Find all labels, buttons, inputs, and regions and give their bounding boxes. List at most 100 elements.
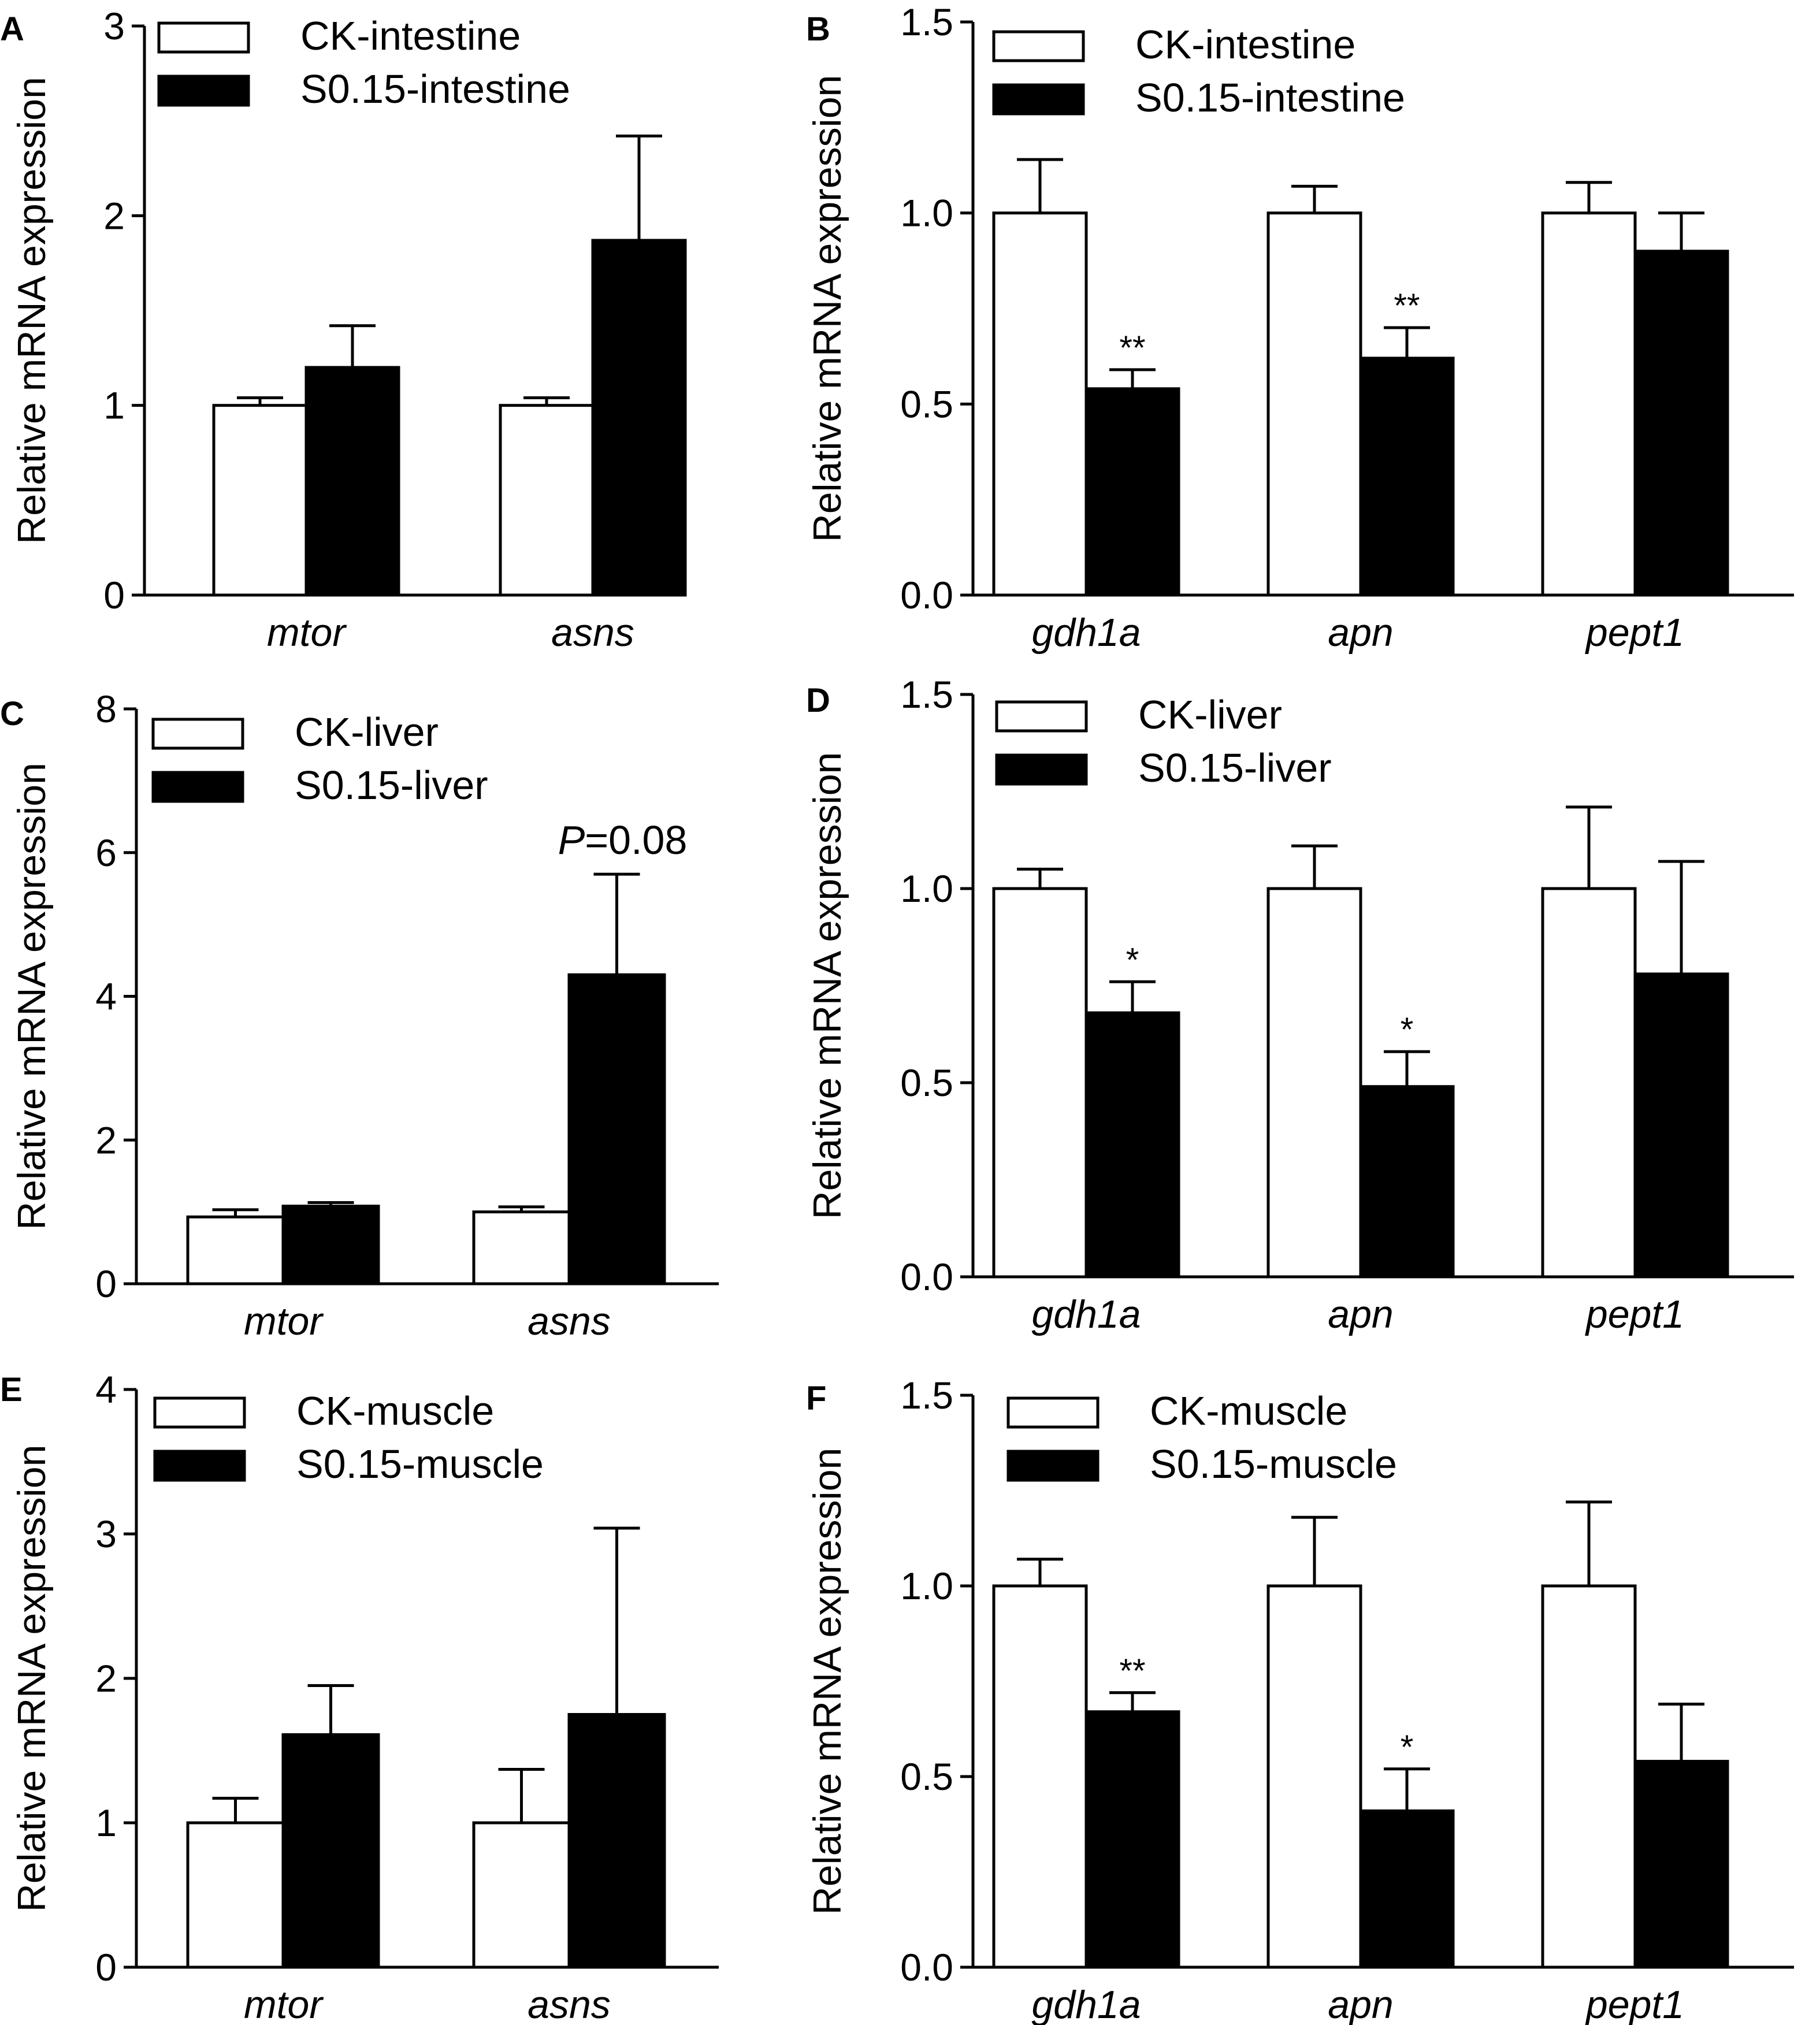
y-tick-label: 1.5 <box>900 1 953 43</box>
significance-marker: * <box>1126 941 1139 979</box>
bar-ck-intestine-pept1 <box>1541 211 1637 597</box>
legend-swatch <box>992 30 1085 62</box>
y-tick-label: 2 <box>103 194 125 237</box>
legend-label: S0.15-intestine <box>300 66 570 112</box>
bar-ck-muscle-pept1 <box>1541 1584 1637 1969</box>
bar-s0-15-liver-apn <box>1359 1085 1455 1279</box>
y-tick-label: 3 <box>103 5 125 47</box>
significance-marker: ** <box>1394 287 1420 325</box>
category-label: gdh1a <box>1031 1292 1141 1336</box>
y-tick-label: 0.0 <box>900 574 953 616</box>
y-tick-label: 0.0 <box>900 1946 953 1989</box>
y-tick-label: 1.0 <box>900 867 953 910</box>
bar-ck-intestine-apn <box>1266 211 1362 597</box>
y-tick-label: 1.0 <box>900 1565 953 1607</box>
bar-s0-15-intestine-mtor <box>304 366 400 597</box>
y-tick-label: 0 <box>95 1262 117 1305</box>
bar-ck-intestine-gdh1a <box>992 211 1088 597</box>
y-tick-label: 0 <box>95 1946 117 1989</box>
significance-marker: * <box>1401 1011 1414 1049</box>
category-label: apn <box>1328 611 1393 655</box>
bar-ck-intestine-asns <box>499 404 595 597</box>
bar-ck-muscle-mtor <box>186 1821 285 1969</box>
chart-panel-a: A 0 1 2 3 Relative mRNA expression mtor asns CK-… <box>0 5 687 655</box>
category-label: gdh1a <box>1031 611 1141 655</box>
bar-ck-liver-gdh1a <box>992 887 1088 1279</box>
bar-ck-liver-asns <box>472 1210 571 1285</box>
legend-label: S0.15-intestine <box>1135 75 1405 120</box>
y-tick-label: 0.5 <box>900 382 953 425</box>
legend-swatch <box>151 718 244 750</box>
category-label: gdh1a <box>1031 1983 1141 2025</box>
y-tick-label: 2 <box>95 1119 117 1161</box>
y-tick-label: 1.0 <box>900 192 953 235</box>
legend-label: S0.15-liver <box>295 763 488 808</box>
panel-letter: A <box>0 10 24 48</box>
significance-marker: ** <box>1119 329 1145 367</box>
legend-swatch <box>153 1450 246 1482</box>
legend-swatch <box>153 1396 246 1429</box>
category-label: asns <box>551 611 634 655</box>
bar-s0-15-liver-mtor <box>281 1205 380 1285</box>
p-symbol: P <box>558 818 585 863</box>
bar-s0-15-intestine-asns <box>591 239 687 597</box>
chart-panel-b: B 0.0 0.5 1.0 1.5 Relative mRNA expression gdh… <box>805 1 1794 655</box>
legend-label: S0.15-muscle <box>1150 1441 1397 1487</box>
chart-panel-f: F 0.0 0.5 1.0 1.5 Relative mRNA expression gdh… <box>805 1374 1794 2025</box>
y-tick-label: 0 <box>103 574 125 616</box>
y-tick-label: 0.5 <box>900 1755 953 1798</box>
category-label: mtor <box>267 611 347 655</box>
y-axis-label: Relative mRNA expression <box>10 1445 54 1912</box>
chart-panel-d: D 0.0 0.5 1.0 1.5 Relative mRNA expression gdh… <box>805 673 1794 1336</box>
category-label: mtor <box>244 1299 324 1343</box>
bar-s0-15-liver-asns <box>567 973 666 1285</box>
bar-s0-15-muscle-gdh1a <box>1084 1710 1180 1969</box>
bar-s0-15-muscle-asns <box>567 1713 666 1969</box>
legend-label: CK-liver <box>295 709 439 755</box>
legend-label: CK-intestine <box>300 13 521 58</box>
y-tick-label: 3 <box>95 1513 117 1555</box>
chart-panel-e: E 0 1 2 3 4 Relative mRNA expression mtor asns CK… <box>0 1368 719 2025</box>
legend-label: CK-muscle <box>1150 1388 1347 1433</box>
legend-label: CK-muscle <box>296 1388 494 1433</box>
bar-ck-liver-apn <box>1266 887 1362 1279</box>
legend-label: S0.15-muscle <box>296 1441 544 1487</box>
bar-ck-intestine-mtor <box>212 404 308 597</box>
bar-s0-15-intestine-gdh1a <box>1084 387 1180 597</box>
bar-s0-15-muscle-mtor <box>281 1733 380 1969</box>
legend-swatch <box>157 75 250 107</box>
chart-panel-c: C 0 2 4 6 8 Relative mRNA expression mtor asns P=… <box>0 688 719 1343</box>
category-label: mtor <box>244 1983 324 2025</box>
legend-swatch <box>992 83 1085 116</box>
y-axis-label: Relative mRNA expression <box>805 752 849 1220</box>
bar-ck-muscle-gdh1a <box>992 1584 1088 1969</box>
y-tick-label: 4 <box>95 975 117 1018</box>
y-axis-label: Relative mRNA expression <box>805 1448 849 1915</box>
bar-ck-liver-pept1 <box>1541 887 1637 1279</box>
panel-letter: C <box>0 695 24 733</box>
panel-letter: E <box>0 1371 23 1409</box>
panel-letter: D <box>806 682 830 719</box>
legend-swatch <box>1006 1450 1100 1482</box>
category-label: pept1 <box>1585 611 1684 655</box>
bar-s0-15-liver-gdh1a <box>1084 1011 1180 1279</box>
y-tick-label: 6 <box>95 831 117 874</box>
category-label: pept1 <box>1585 1983 1684 2025</box>
y-tick-label: 1 <box>95 1801 117 1844</box>
category-label: apn <box>1328 1983 1393 2025</box>
p-value: =0.08 <box>585 818 687 863</box>
y-tick-label: 1.5 <box>900 673 953 716</box>
y-tick-label: 4 <box>95 1368 117 1411</box>
y-tick-label: 0.0 <box>900 1255 953 1298</box>
significance-marker: ** <box>1119 1652 1145 1690</box>
bar-ck-muscle-asns <box>472 1821 571 1969</box>
legend-label: S0.15-liver <box>1138 745 1332 790</box>
bar-s0-15-intestine-apn <box>1359 356 1455 597</box>
y-tick-label: 0.5 <box>900 1061 953 1104</box>
bar-s0-15-muscle-pept1 <box>1633 1760 1729 1969</box>
bar-s0-15-liver-pept1 <box>1633 972 1729 1279</box>
legend-swatch <box>157 21 250 54</box>
legend-label: CK-liver <box>1138 692 1282 737</box>
legend-swatch <box>151 771 244 803</box>
